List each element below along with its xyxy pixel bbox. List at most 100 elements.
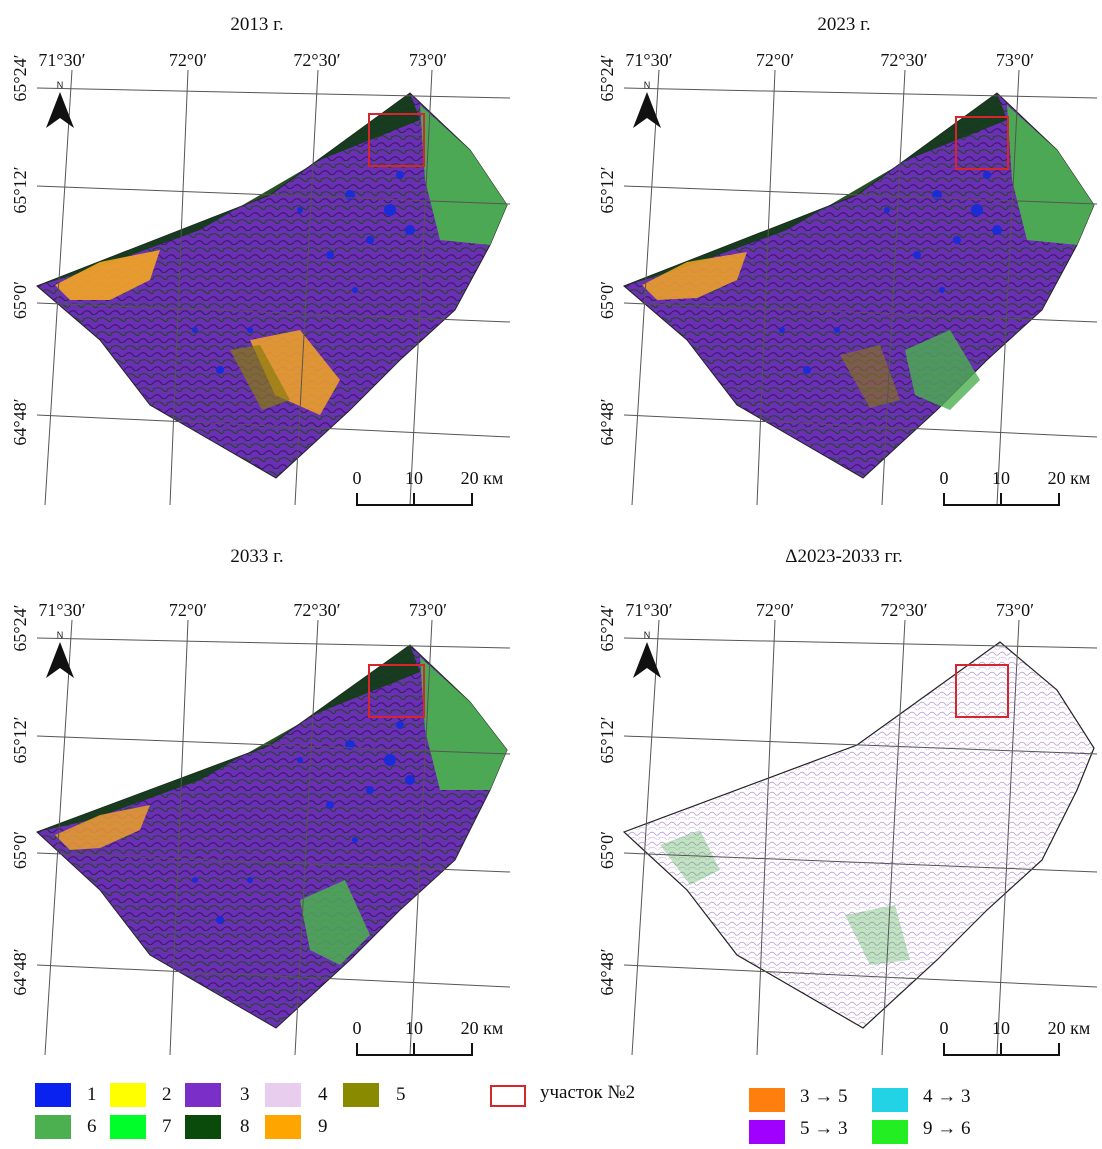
north-label: N	[644, 630, 651, 640]
legend-label-9: 9	[318, 1116, 328, 1137]
meridian-line	[44, 69, 73, 506]
latitude-label: 65°0′	[10, 831, 30, 869]
longitude-label: 71°30′	[625, 600, 672, 620]
legend-label-8: 8	[240, 1116, 250, 1137]
meridian-line	[294, 69, 319, 506]
scale-label: 0	[353, 1018, 362, 1038]
latitude-label: 65°24′	[10, 54, 30, 101]
green-change-west	[660, 830, 720, 885]
olive-south	[840, 345, 900, 408]
legend-swatch-8	[185, 1115, 221, 1139]
parallel-line	[623, 185, 1098, 205]
parallel-line	[36, 87, 511, 99]
longitude-label: 73°0′	[409, 600, 447, 620]
longitude-label: 72°0′	[169, 600, 207, 620]
olive-south	[230, 345, 290, 410]
meridian-line	[44, 619, 73, 1056]
longitude-label: 72°0′	[756, 50, 794, 70]
map-delta	[622, 641, 1095, 1029]
parallel-line	[36, 735, 511, 755]
latitude-label: 65°12′	[10, 166, 30, 213]
meridian-line	[881, 619, 906, 1056]
parallel-line	[36, 637, 511, 649]
meridian-line	[756, 69, 776, 506]
meridian-line	[169, 619, 189, 1056]
scale-bar: 0 10 20 км	[940, 468, 1091, 506]
longitude-label: 72°30′	[293, 600, 340, 620]
longitude-label: 73°0′	[996, 50, 1034, 70]
scale-label: 10	[992, 468, 1010, 488]
study-region	[622, 641, 1095, 1029]
scale-label: 0	[940, 1018, 949, 1038]
legend-swatch-9	[265, 1115, 301, 1139]
latitude-label: 64°48′	[10, 398, 30, 445]
meridian-line	[169, 69, 189, 506]
legend-swatch-4	[265, 1083, 301, 1107]
green-south	[905, 330, 980, 410]
latitude-label: 65°0′	[597, 281, 617, 319]
north-label: N	[57, 630, 64, 640]
study-area-box	[368, 113, 425, 167]
orange-south	[250, 330, 340, 415]
scale-label: 10	[405, 1018, 423, 1038]
latitude-label: 65°12′	[10, 716, 30, 763]
legend-transition-swatch-1	[749, 1088, 785, 1112]
longitude-label: 71°30′	[38, 600, 85, 620]
meridian-line	[881, 69, 906, 506]
map-2023	[623, 92, 1095, 479]
legend-transition-swatch-4	[872, 1120, 908, 1144]
longitude-label: 73°0′	[409, 50, 447, 70]
legend-transition-label-4: 9 → 6	[923, 1118, 971, 1139]
map-2033	[36, 644, 508, 1029]
legend-study-area-label: участок №2	[540, 1082, 636, 1103]
study-area-box	[955, 664, 1009, 718]
lakes	[779, 171, 1002, 374]
orange-west	[55, 805, 150, 850]
parallel-line	[623, 87, 1098, 99]
scale-bar: 0 10 20 км	[940, 1018, 1091, 1056]
scale-label: 0	[940, 468, 949, 488]
legend-transition-label-1: 3 → 5	[800, 1086, 848, 1107]
green-south	[300, 880, 370, 965]
orange-west	[55, 250, 160, 300]
scale-label: 20 км	[1048, 468, 1091, 488]
north-arrow-icon: N	[46, 80, 74, 128]
scale-label: 20 км	[1048, 1018, 1091, 1038]
meridian-line	[756, 619, 776, 1056]
legend-transition-label-2: 4 → 3	[923, 1086, 971, 1107]
scale-label: 20 км	[461, 468, 504, 488]
longitude-label: 72°0′	[169, 50, 207, 70]
legend-swatch-7	[110, 1115, 146, 1139]
parallel-line	[623, 637, 1098, 649]
parallel-line	[36, 185, 511, 205]
longitude-label: 71°30′	[38, 50, 85, 70]
parallel-line	[623, 302, 1098, 323]
study-area-box	[368, 664, 425, 718]
legend-study-area-box	[490, 1085, 526, 1107]
legend-label-6: 6	[87, 1116, 97, 1137]
latitude-label: 65°12′	[597, 716, 617, 763]
longitude-label: 72°30′	[880, 50, 927, 70]
scale-label: 20 км	[461, 1018, 504, 1038]
orange-west	[642, 252, 747, 300]
latitude-label: 65°24′	[597, 604, 617, 651]
latitude-label: 64°48′	[597, 948, 617, 995]
latitude-label: 65°0′	[10, 281, 30, 319]
graticule: 71°30′ 72°0′ 72°30′ 73°0′ 65°24′ 65°12′ 65°0′ 6…	[10, 50, 511, 506]
longitude-label: 71°30′	[625, 50, 672, 70]
north-arrow-icon: N	[46, 630, 74, 678]
north-label: N	[644, 80, 651, 90]
lakes	[192, 721, 415, 924]
graticule: 71°30′ 72°0′ 72°30′ 73°0′ 65°24′ 65°12′ 65°0′ 6…	[597, 50, 1098, 506]
legend-label-7: 7	[162, 1116, 172, 1137]
graticule: 71°30′ 72°0′ 72°30′ 73°0′ 65°24′ 65°12′ 65°0′ 6…	[10, 600, 511, 1056]
legend-swatch-2	[110, 1083, 146, 1107]
legend-swatch-6	[35, 1115, 71, 1139]
legend-label-1: 1	[87, 1084, 97, 1105]
longitude-label: 72°0′	[756, 600, 794, 620]
latitude-label: 64°48′	[597, 398, 617, 445]
panel-title-2013: 2013 г.	[230, 14, 284, 35]
scale-bar: 0 10 20 км	[353, 1018, 504, 1056]
legend-label-2: 2	[162, 1084, 172, 1105]
